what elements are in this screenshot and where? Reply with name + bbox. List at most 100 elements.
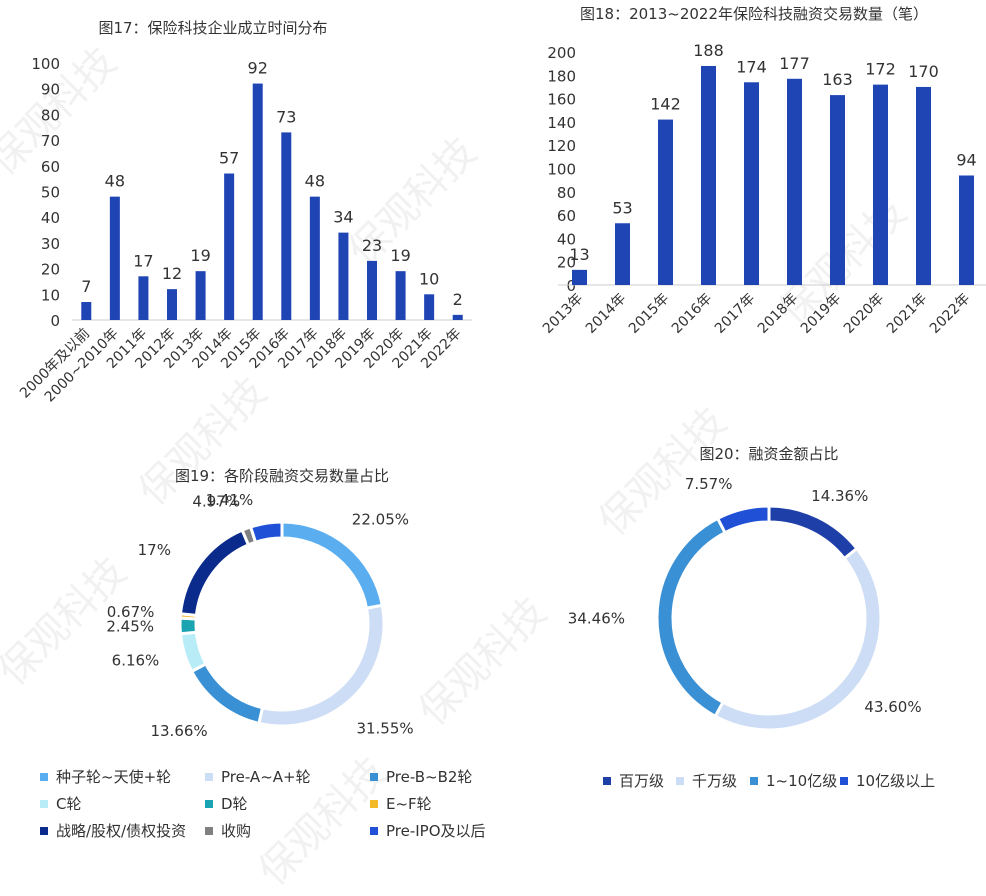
legend-swatch [40,773,48,781]
legend-label: Pre-B~B2轮 [386,768,472,786]
pie-slice [713,546,883,732]
y-tick-label: 0 [50,312,60,330]
bar [959,175,974,285]
x-tick-label: 2013年 [540,291,586,337]
y-tick-label: 50 [41,184,60,202]
legend-label: 种子轮~天使+轮 [56,768,171,786]
x-tick-label: 2021年 [884,291,930,337]
data-label: 57 [219,149,239,168]
bar [658,119,673,285]
data-label: 163 [822,70,853,89]
bar [252,83,263,320]
x-tick-label: 2015年 [626,291,672,337]
legend-swatch [205,800,213,808]
bar [109,196,120,320]
data-label: 94 [956,150,976,169]
y-tick-label: 30 [41,235,60,253]
y-tick-label: 100 [31,55,60,73]
y-tick-label: 40 [557,230,576,248]
legend-label: C轮 [56,795,81,813]
bar [167,289,177,320]
slice-label: 2.45% [106,617,154,635]
bar [916,86,931,285]
slice-label: 17% [138,541,171,559]
chart-title: 图18：2013~2022年保险科技融资交易数量（笔） [580,5,928,23]
legend-swatch [40,800,48,808]
bar [367,260,377,320]
bar [572,269,587,285]
x-tick-label: 2020年 [841,291,887,337]
slice-label: 31.55% [356,720,413,738]
legend-label: 10亿级以上 [856,772,935,790]
chart-title: 图19：各阶段融资交易数量占比 [175,467,389,485]
data-label: 48 [305,172,325,191]
data-label: 19 [190,246,210,265]
y-tick-label: 160 [547,91,576,109]
slice-label: 1.41% [206,491,254,509]
slice-label: 7.57% [685,475,733,493]
pie-slice [280,520,385,610]
legend-label: 1~10亿级 [766,772,837,790]
charts-canvas: 图17：保险科技企业成立时间分布010203040506070809010072… [16,5,986,840]
x-tick-label: 2017年 [712,291,758,337]
data-label: 53 [612,198,632,217]
legend-label: 战略/股权/债权投资 [56,822,186,840]
bar [138,276,149,320]
bar [224,173,235,320]
data-label: 2 [453,290,463,309]
slice-label: 43.60% [864,698,921,716]
legend-label: 收购 [221,822,251,840]
data-label: 73 [276,107,296,126]
pie-slice [767,504,860,561]
data-label: 34 [333,208,353,227]
data-label: 23 [362,236,382,255]
slice-label: 22.05% [352,511,409,529]
bar [452,314,463,320]
legend-swatch [840,777,848,785]
x-tick-label: 2014年 [583,291,629,337]
legend-label: Pre-IPO及以后 [386,822,486,840]
x-tick-label: 2019年 [798,291,844,337]
legend-swatch [603,777,611,785]
y-tick-label: 10 [41,286,60,304]
y-tick-label: 0 [566,277,576,295]
y-tick-label: 20 [557,254,576,272]
slice-label: 34.46% [568,609,625,627]
data-label: 174 [736,57,767,76]
legend-swatch [40,827,48,835]
bar [873,84,888,286]
bar [830,95,845,285]
slice-label: 13.66% [150,722,207,740]
y-tick-label: 140 [547,114,576,132]
y-tick-label: 20 [41,261,60,279]
data-label: 177 [779,54,810,73]
legend-swatch [205,773,213,781]
data-label: 7 [81,277,91,296]
y-tick-label: 40 [41,209,60,227]
bar [744,82,759,285]
slice-label: 4.97% [192,493,240,511]
bar [615,223,630,285]
legend-swatch [370,827,378,835]
bar [309,196,320,320]
legend-swatch [370,800,378,808]
legend-swatch [676,777,684,785]
x-tick-label: 2022年 [927,291,973,337]
data-label: 172 [865,60,896,79]
legend-label: E~F轮 [386,795,432,813]
data-label: 170 [908,62,939,81]
y-tick-label: 90 [41,81,60,99]
x-tick-label: 2016年 [669,291,715,337]
legend-label: 百万级 [619,772,664,790]
y-tick-label: 120 [547,137,576,155]
pie-slice [248,520,284,545]
bar [195,271,206,320]
data-label: 92 [248,59,268,78]
bar [787,78,802,285]
pie-slice [178,528,251,618]
y-tick-label: 100 [547,161,576,179]
pie-slice [655,516,728,719]
y-tick-label: 80 [41,106,60,124]
bar [338,232,349,320]
chart-title: 图17：保险科技企业成立时间分布 [98,19,327,37]
